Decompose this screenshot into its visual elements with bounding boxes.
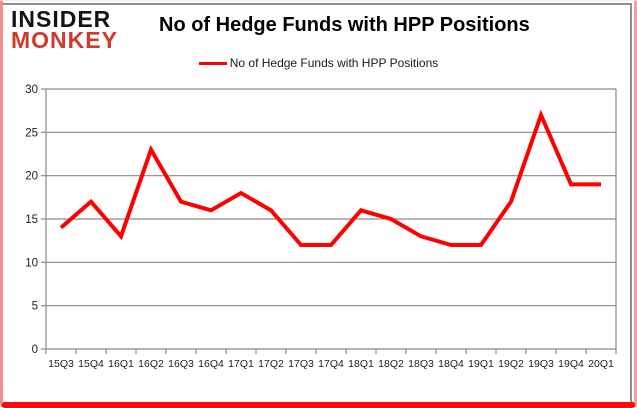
x-axis-label: 15Q4 <box>78 358 104 370</box>
legend-label: No of Hedge Funds with HPP Positions <box>229 56 439 70</box>
legend-line-swatch <box>198 61 227 65</box>
axis-ticks <box>41 88 617 354</box>
line-chart: 0 5 10 15 20 25 30 15Q3 15Q4 16Q1 16Q2 16Q3 16Q4 17Q1… <box>25 84 617 370</box>
chart-border <box>3 3 632 402</box>
x-axis-label: 15Q3 <box>48 358 74 370</box>
x-axis-label: 16Q2 <box>138 358 164 370</box>
x-axis-label: 18Q4 <box>438 358 464 370</box>
x-axis-label: 18Q3 <box>408 358 434 370</box>
y-axis-label: 0 <box>32 344 38 356</box>
y-axis-label: 20 <box>25 171 38 183</box>
x-axis-label: 17Q2 <box>258 358 284 370</box>
gridlines <box>45 88 617 350</box>
insider-monkey-logo: INSIDER MONKEY <box>11 6 118 54</box>
y-axis-label: 15 <box>25 214 38 226</box>
y-axis-label: 25 <box>25 127 38 139</box>
y-axis-labels: 0 5 10 15 20 25 30 <box>25 84 38 356</box>
x-axis-label: 19Q4 <box>558 358 584 370</box>
logo-line-monkey: MONKEY <box>11 27 118 54</box>
x-axis-labels: 15Q3 15Q4 16Q1 16Q2 16Q3 16Q4 17Q1 17Q2 17Q3 17Q4… <box>48 358 614 370</box>
x-axis-label: 20Q1 <box>588 358 614 370</box>
x-axis-label: 19Q1 <box>468 358 494 370</box>
series-line <box>59 109 601 247</box>
y-axis-label: 10 <box>25 257 38 269</box>
x-axis-label: 17Q1 <box>228 358 254 370</box>
x-axis-label: 16Q4 <box>198 358 224 370</box>
x-axis-label: 17Q3 <box>288 358 314 370</box>
x-axis-label: 16Q3 <box>168 358 194 370</box>
chart-title: No of Hedge Funds with HPP Positions <box>159 14 530 36</box>
x-axis-label: 17Q4 <box>318 358 344 370</box>
x-axis-label: 18Q2 <box>378 358 404 370</box>
x-axis-label: 19Q2 <box>498 358 524 370</box>
y-axis-label: 5 <box>32 301 38 313</box>
chart-legend: No of Hedge Funds with HPP Positions <box>3 56 634 70</box>
logo-line-insider: INSIDER <box>11 6 112 32</box>
x-axis-label: 16Q1 <box>108 358 134 370</box>
x-axis-label: 19Q3 <box>528 358 554 370</box>
y-axis-label: 30 <box>25 84 38 96</box>
x-axis-label: 18Q1 <box>348 358 374 370</box>
